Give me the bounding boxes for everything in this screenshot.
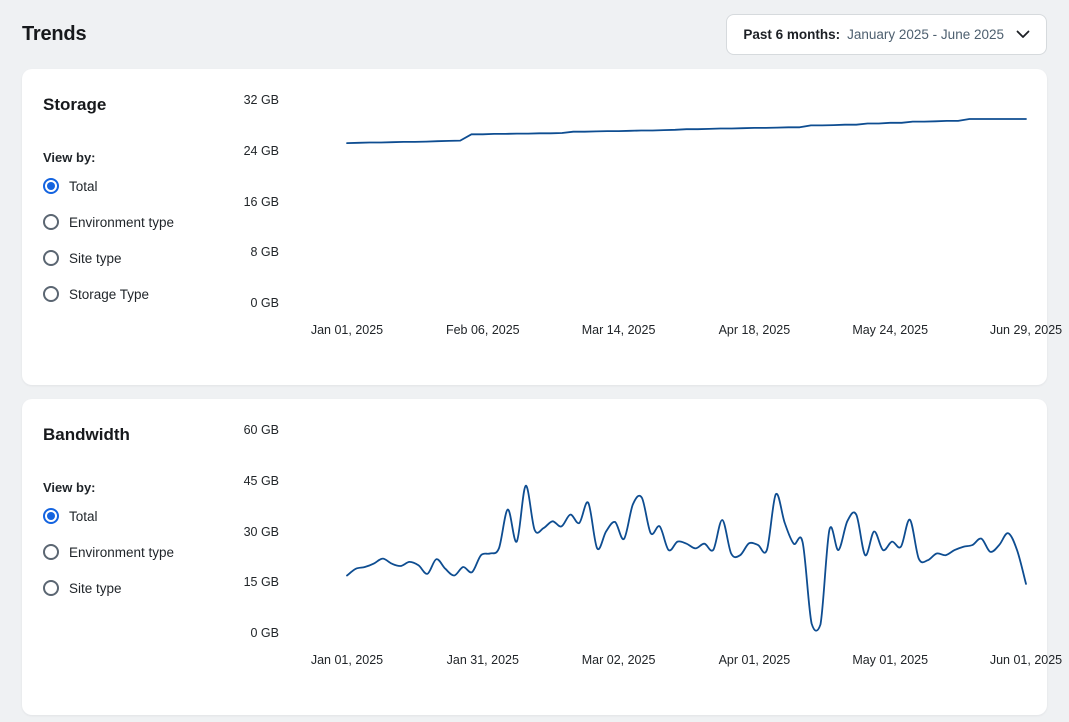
x-tick: Jan 01, 2025 <box>310 323 384 337</box>
y-tick: 0 GB <box>250 626 280 640</box>
bandwidth-line-svg <box>347 430 1026 633</box>
x-tick: Apr 18, 2025 <box>718 323 791 337</box>
y-tick: 0 GB <box>250 296 280 310</box>
y-tick: 30 GB <box>243 524 279 539</box>
radio-selected-icon <box>43 508 59 524</box>
bandwidth-chart: 60 GB 45 GB 30 GB 15 GB 0 GB Jan 01, 202… <box>213 423 1063 669</box>
bandwidth-controls: Bandwidth View by: Total Environment typ… <box>43 423 213 669</box>
view-by-label: View by: <box>43 150 96 165</box>
radio-label: Total <box>69 508 98 524</box>
storage-chart: 32 GB 24 GB 16 GB 8 GB 0 GB Jan 01, 2025… <box>213 93 1063 339</box>
x-tick: May 01, 2025 <box>852 653 929 667</box>
radio-label: Environment type <box>69 214 175 230</box>
y-tick: 8 GB <box>250 245 280 260</box>
bandwidth-card-title: Bandwidth <box>43 425 130 444</box>
radio-option-environment-type[interactable]: Environment type <box>43 214 213 230</box>
x-tick: Mar 02, 2025 <box>581 653 656 667</box>
period-selector-value: January 2025 - June 2025 <box>847 26 1004 42</box>
radio-label: Site type <box>69 250 122 266</box>
bandwidth-card: Bandwidth View by: Total Environment typ… <box>22 399 1063 715</box>
radio-selected-icon <box>43 178 59 194</box>
radio-unselected-icon <box>43 250 59 266</box>
radio-unselected-icon <box>43 580 59 596</box>
radio-unselected-icon <box>43 544 59 560</box>
y-tick: 15 GB <box>243 575 279 590</box>
period-selector-label: Past 6 months: <box>743 26 841 42</box>
storage-card-title: Storage <box>43 95 107 114</box>
radio-unselected-icon <box>43 214 59 230</box>
bandwidth-total-line <box>347 486 1026 631</box>
storage-card: Storage View by: Total Environment type … <box>22 69 1063 385</box>
radio-option-site-type[interactable]: Site type <box>43 250 213 266</box>
x-tick: Jan 01, 2025 <box>310 653 384 667</box>
x-tick: Jan 31, 2025 <box>446 653 519 667</box>
y-tick: 16 GB <box>243 194 279 209</box>
storage-y-axis: 32 GB 24 GB 16 GB 8 GB 0 GB <box>213 93 280 310</box>
page-title: Trends <box>22 22 87 45</box>
period-selector[interactable]: Past 6 months: January 2025 - June 2025 <box>726 13 1047 55</box>
radio-label: Site type <box>69 580 122 596</box>
x-tick: Mar 14, 2025 <box>581 323 656 337</box>
radio-option-environment-type[interactable]: Environment type <box>43 544 213 560</box>
storage-total-line <box>347 119 1026 143</box>
radio-option-site-type[interactable]: Site type <box>43 580 213 596</box>
x-tick: Jun 29, 2025 <box>989 323 1063 337</box>
radio-label: Total <box>69 178 98 194</box>
radio-option-total[interactable]: Total <box>43 508 213 524</box>
bandwidth-x-axis: Jan 01, 2025 Jan 31, 2025 Mar 02, 2025 A… <box>311 653 1062 669</box>
y-tick: 32 GB <box>243 93 279 107</box>
radio-label: Storage Type <box>69 286 150 302</box>
radio-option-total[interactable]: Total <box>43 178 213 194</box>
bandwidth-y-axis: 60 GB 45 GB 30 GB 15 GB 0 GB <box>213 423 279 640</box>
storage-line-chart <box>347 100 1026 303</box>
storage-x-axis: Jan 01, 2025 Feb 06, 2025 Mar 14, 2025 A… <box>311 323 1062 339</box>
y-tick: 60 GB <box>243 423 279 437</box>
radio-unselected-icon <box>43 286 59 302</box>
storage-line-svg <box>347 100 1026 303</box>
y-tick: 45 GB <box>243 473 279 488</box>
x-tick: Apr 01, 2025 <box>718 653 791 667</box>
chevron-down-icon <box>1016 30 1030 39</box>
x-tick: May 24, 2025 <box>852 323 929 337</box>
page-header: Trends Past 6 months: January 2025 - Jun… <box>22 0 1047 55</box>
view-by-label: View by: <box>43 480 96 495</box>
storage-controls: Storage View by: Total Environment type … <box>43 93 213 339</box>
radio-option-storage-type[interactable]: Storage Type <box>43 286 213 302</box>
x-tick: Feb 06, 2025 <box>445 323 520 337</box>
bandwidth-line-chart <box>347 430 1026 633</box>
x-tick: Jun 01, 2025 <box>989 653 1063 667</box>
y-tick: 24 GB <box>243 143 279 158</box>
radio-label: Environment type <box>69 544 175 560</box>
